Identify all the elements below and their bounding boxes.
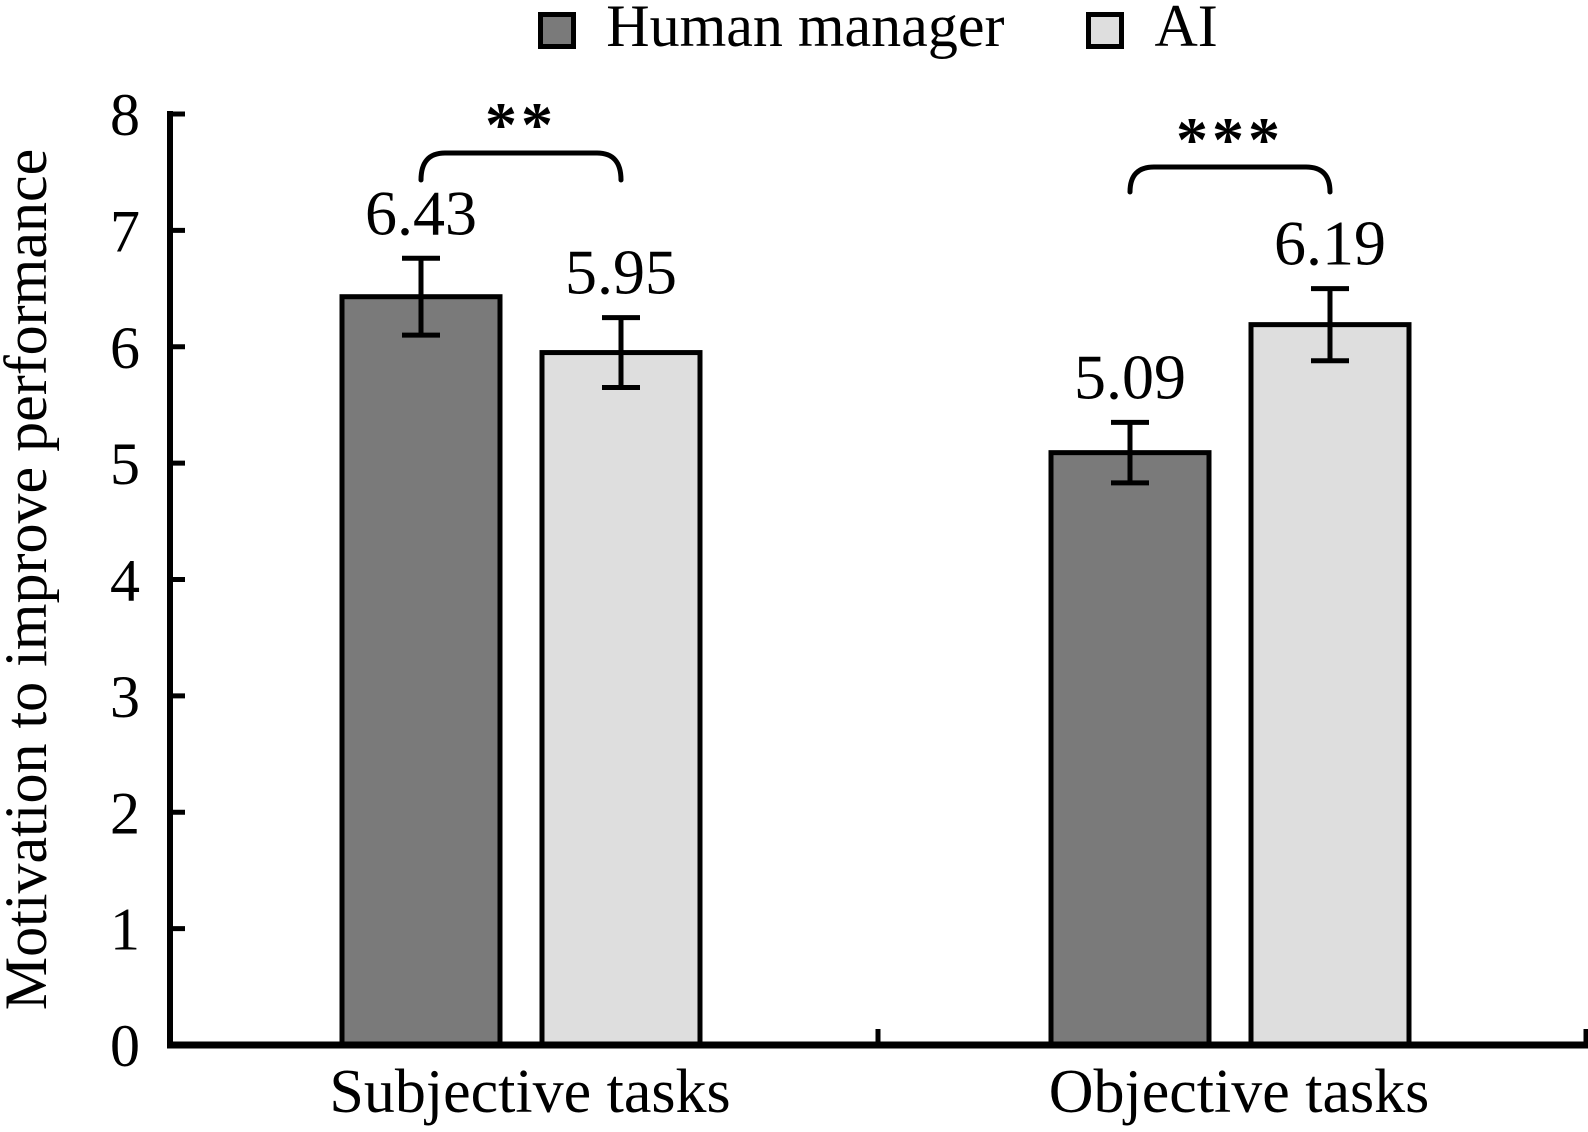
y-tick-label-6: 6 [110, 315, 140, 381]
bar-ai-objective-tasks [1248, 322, 1412, 1048]
legend-label-ai: AI [1154, 0, 1218, 59]
y-tick-label-4: 4 [110, 548, 140, 614]
category-label-subjective-tasks: Subjective tasks [329, 1058, 730, 1126]
y-tick-label-0: 0 [110, 1013, 140, 1079]
bar-human-manager-subjective-tasks [339, 294, 503, 1048]
value-label-human-manager-subjective-tasks: 6.43 [365, 177, 477, 248]
y-axis-title: Motivation to improve performance [0, 149, 59, 1010]
legend-item-ai: AI [1086, 0, 1218, 60]
y-tick-label-7: 7 [110, 198, 140, 264]
category-label-objective-tasks: Objective tasks [1049, 1058, 1430, 1126]
legend-item-human-manager: Human manager [538, 0, 1004, 60]
legend-label-human-manager: Human manager [606, 0, 1005, 59]
value-label-ai-objective-tasks: 6.19 [1274, 208, 1386, 279]
y-tick-label-8: 8 [110, 82, 140, 148]
legend-swatch-ai [1086, 11, 1125, 49]
significance-bracket-subjective-tasks [418, 150, 624, 183]
bar-ai-subjective-tasks [539, 350, 703, 1048]
y-tick-label-5: 5 [110, 431, 140, 497]
value-label-ai-subjective-tasks: 5.95 [565, 237, 677, 308]
y-tick-label-1: 1 [110, 897, 140, 963]
significance-stars-objective-tasks: *** [1176, 104, 1284, 175]
legend-swatch-human-manager [538, 11, 577, 49]
y-tick-label-2: 2 [110, 780, 140, 846]
significance-stars-subjective-tasks: ** [485, 89, 557, 160]
significance-bracket-objective-tasks [1127, 164, 1333, 195]
legend: Human manager AI [170, 0, 1586, 60]
value-label-human-manager-objective-tasks: 5.09 [1074, 341, 1186, 412]
bar-human-manager-objective-tasks [1048, 450, 1212, 1048]
y-tick-label-3: 3 [110, 664, 140, 730]
